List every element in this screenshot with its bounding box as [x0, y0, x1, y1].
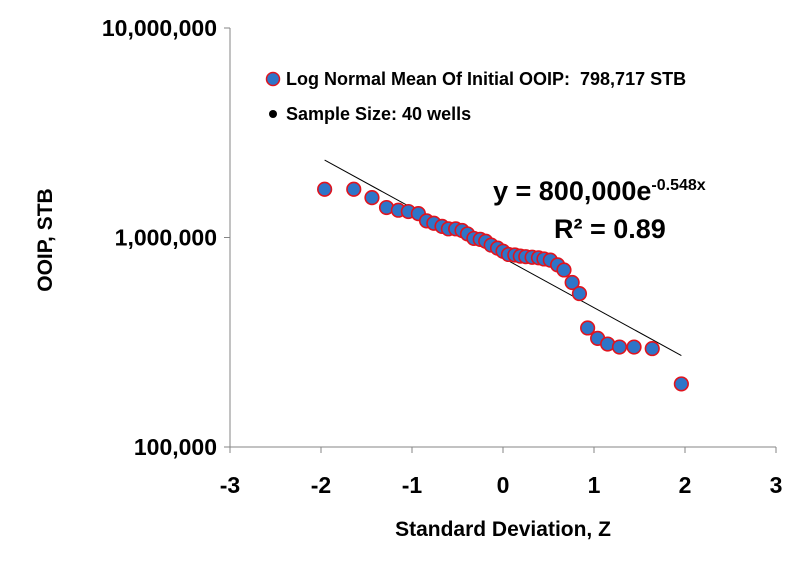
data-point — [580, 320, 596, 336]
x-tick-label: -1 — [402, 472, 423, 498]
x-tick-label: 3 — [770, 472, 783, 498]
data-point — [564, 274, 580, 291]
legend-marker-mean — [265, 71, 281, 87]
equation-base: y = 800,000e — [493, 176, 651, 206]
y-tick-label: 100,000 — [134, 434, 217, 460]
trendline-equation: y = 800,000e-0.548x — [493, 176, 706, 206]
axes — [224, 27, 777, 453]
equation-exponent: -0.548x — [651, 177, 705, 194]
x-tick-label: 0 — [497, 472, 510, 498]
legend-label-sample: Sample Size: 40 wells — [286, 104, 471, 124]
x-tick-label: 2 — [679, 472, 692, 498]
y-axis-title: OOIP, STB — [34, 188, 57, 291]
legend: Log Normal Mean Of Initial OOIP: 798,717… — [265, 69, 686, 124]
data-point — [346, 181, 362, 197]
data-point — [556, 262, 572, 278]
legend-marker-sample — [269, 110, 277, 118]
data-point — [571, 285, 588, 302]
legend-label-mean: Log Normal Mean Of Initial OOIP: 798,717… — [286, 69, 686, 89]
y-tick-label: 1,000,000 — [115, 225, 217, 251]
r-squared-label: R² = 0.89 — [554, 214, 666, 244]
x-tick-label: 1 — [588, 472, 601, 498]
x-axis-title: Standard Deviation, Z — [395, 518, 611, 541]
data-point — [317, 181, 333, 197]
tick-labels: 10,000,000 1,000,000 100,000-3 -2 -1 0 1 2 3 — [102, 15, 783, 498]
data-point — [611, 339, 628, 355]
data-point — [673, 376, 689, 392]
data-point — [644, 340, 660, 357]
data-point — [364, 190, 380, 206]
x-tick-label: -3 — [220, 472, 240, 498]
x-tick-label: -2 — [311, 472, 331, 498]
points-layer — [317, 181, 689, 392]
data-point — [626, 339, 642, 355]
y-tick-label: 10,000,000 — [102, 15, 217, 41]
